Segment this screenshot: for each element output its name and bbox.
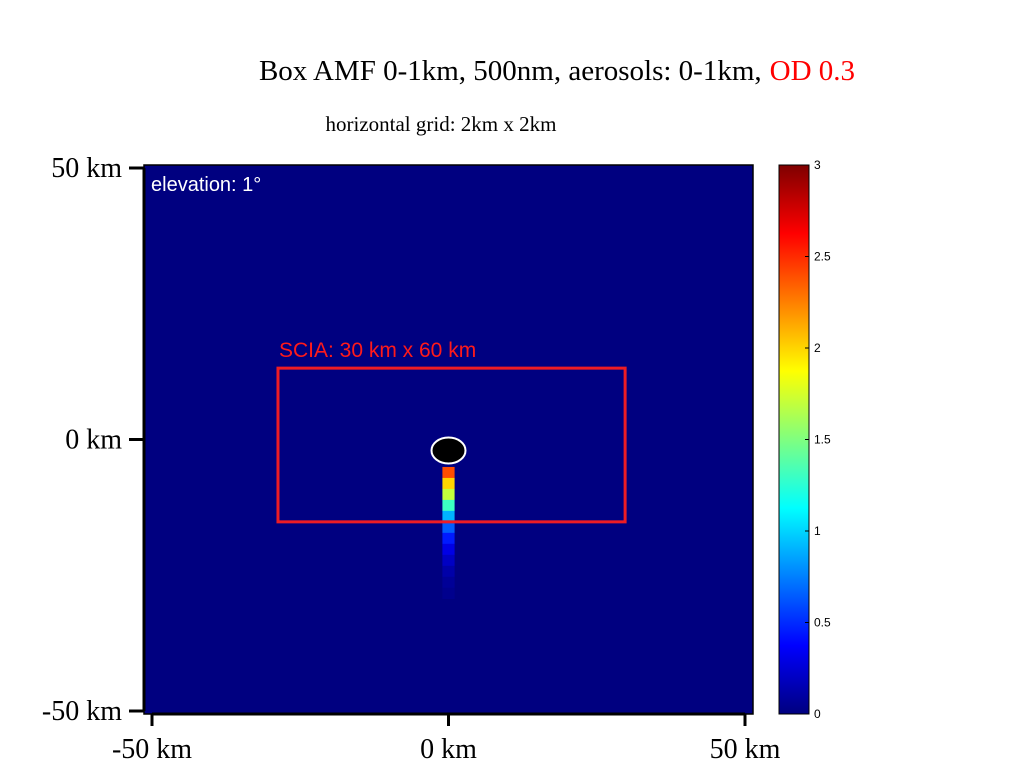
title-highlight: OD 0.3: [770, 55, 855, 87]
heatmap-cell: [442, 565, 455, 578]
y-tick-label: 0 km: [65, 425, 122, 456]
colorbar: [778, 164, 810, 715]
heatmap-cell: [442, 510, 455, 523]
colorbar-tick-label: 2.5: [814, 250, 831, 264]
colorbar-ticks: 3 2.5 2 1.5 1 0.5 0: [805, 158, 831, 721]
scia-footprint-box: [276, 366, 627, 524]
chart-subtitle: horizontal grid: 2km x 2km: [326, 112, 557, 136]
colorbar-tick-label: 2: [814, 341, 821, 355]
chart-title: Box AMF 0-1km, 500nm, aerosols: 0-1km, OD…: [259, 55, 855, 87]
y-axis: 50 km 0 km -50 km: [42, 153, 146, 727]
x-tick-label: -50 km: [112, 734, 192, 765]
heatmap-cell: [442, 466, 455, 479]
colorbar-tick-label: 3: [814, 158, 821, 172]
heatmap-cell: [442, 488, 455, 501]
heatmap-cell: [442, 576, 455, 589]
colorbar-tick-label: 1.5: [814, 433, 831, 447]
scia-footprint-label: SCIA: 30 km x 60 km: [279, 339, 476, 362]
y-tick-label: 50 km: [51, 153, 122, 184]
y-tick-label: -50 km: [42, 696, 122, 727]
x-tick-label: 50 km: [710, 734, 781, 765]
heatmap-cell: [442, 521, 455, 534]
colorbar-tick-label: 0: [814, 707, 821, 721]
heatmap-cell: [442, 477, 455, 490]
heatmap-cell: [442, 554, 455, 567]
colorbar-tick-label: 1: [814, 524, 821, 538]
elevation-annotation: elevation: 1°: [151, 174, 261, 196]
x-axis: -50 km 0 km 50 km: [112, 712, 781, 765]
title-text: Box AMF 0-1km, 500nm, aerosols: 0-1km,: [259, 55, 762, 87]
x-tick-label: 0 km: [420, 734, 477, 765]
heatmap-cell: [442, 543, 455, 556]
colorbar-tick-label: 0.5: [814, 616, 831, 630]
heatmap-cells: [442, 466, 455, 600]
instrument-marker: [430, 436, 467, 465]
heatmap-cell: [442, 532, 455, 545]
heatmap-cell: [442, 499, 455, 512]
heatmap-cell: [442, 587, 455, 600]
